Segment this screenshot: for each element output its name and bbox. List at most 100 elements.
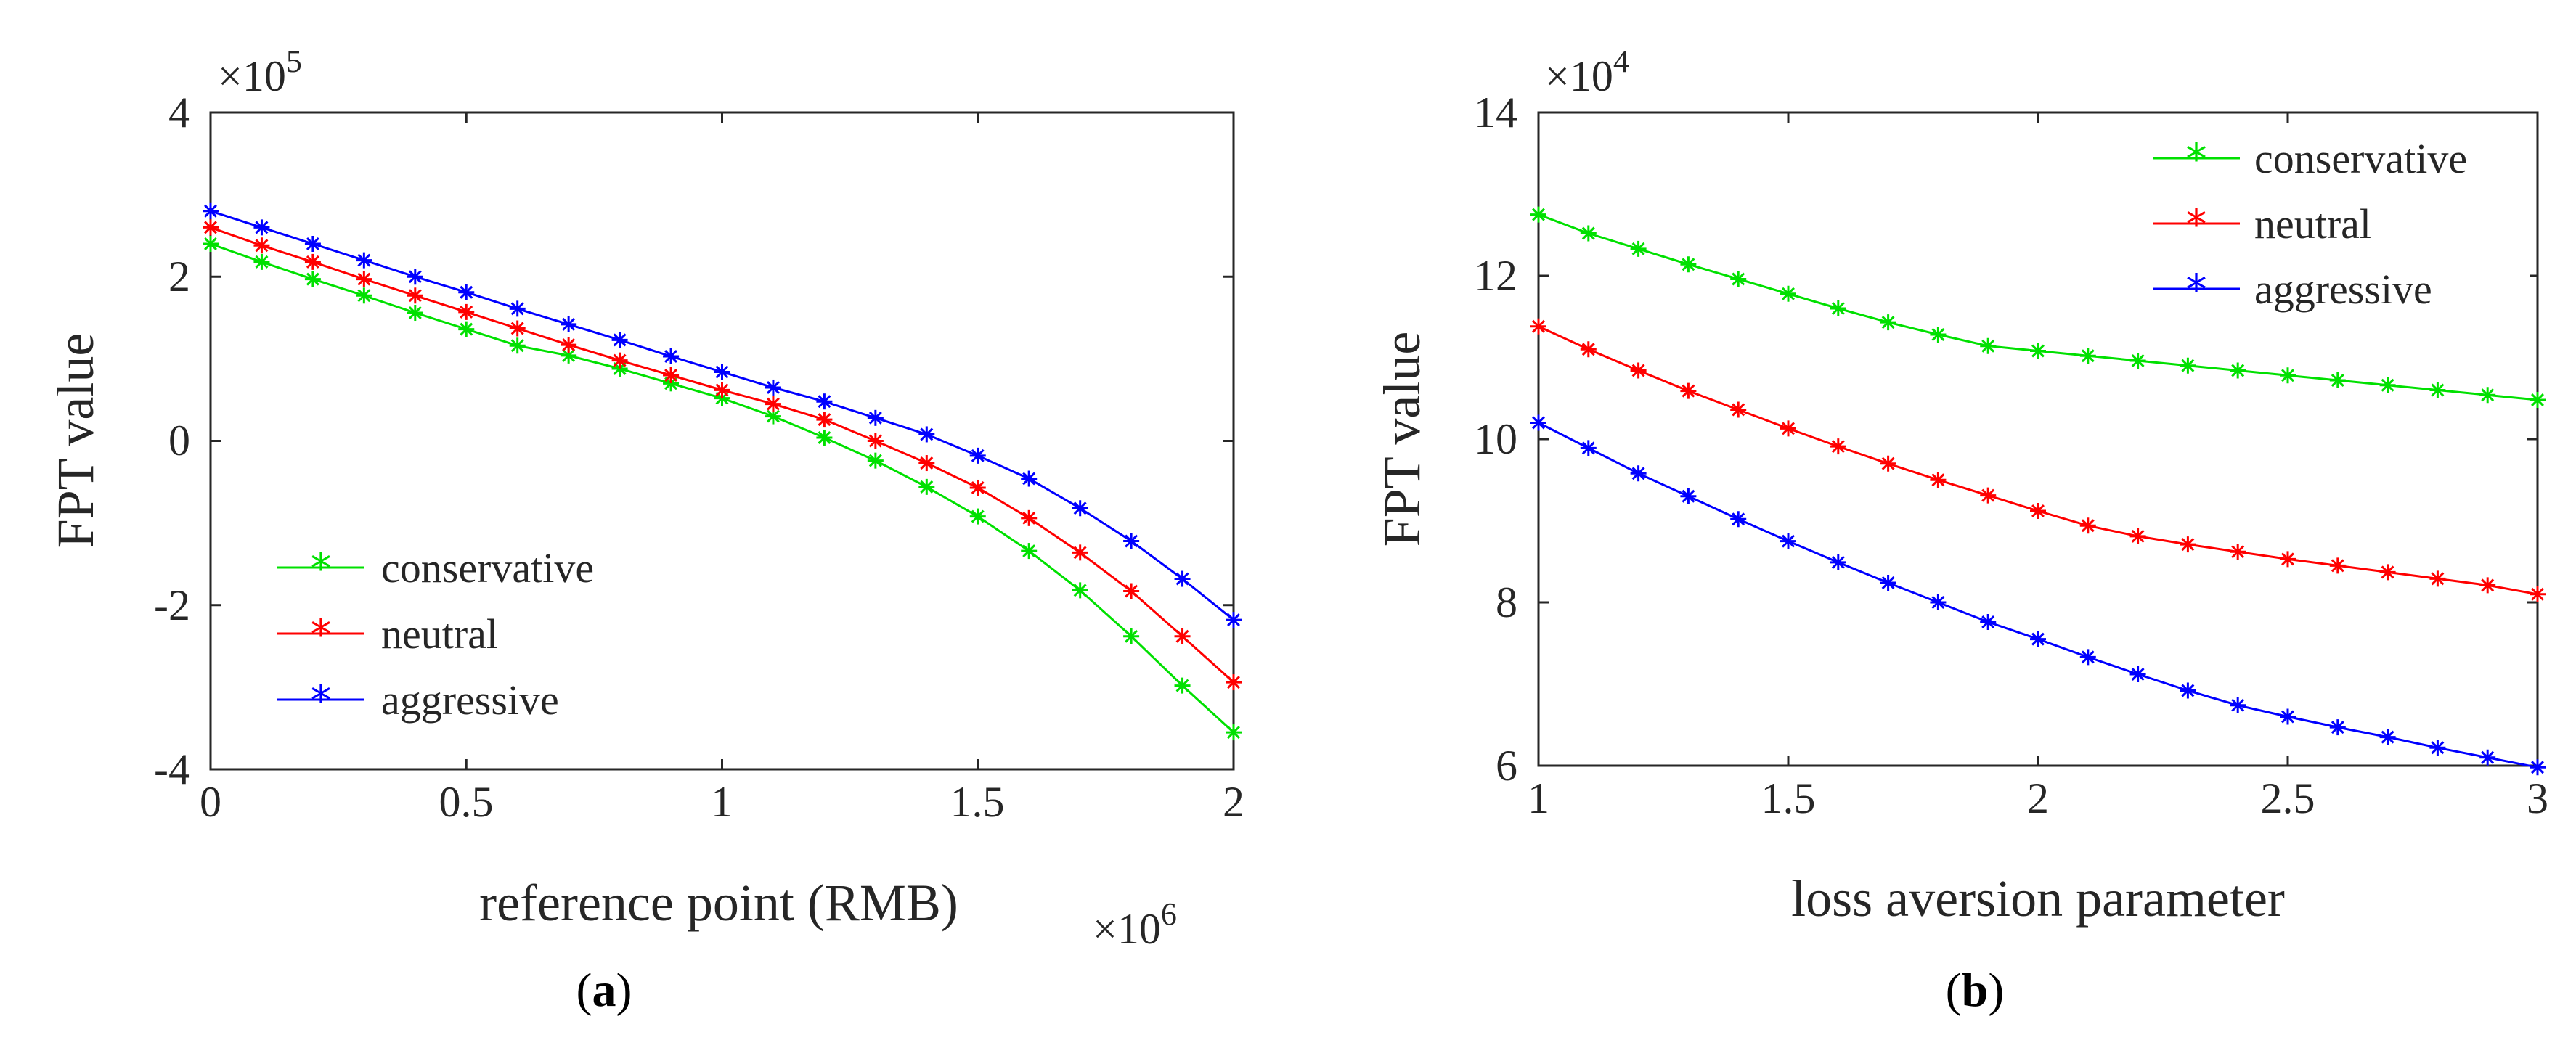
data-point-a-neutral-18 [1123,583,1140,599]
data-point-a-neutral-10 [714,382,730,398]
data-point-a-aggressive-20 [1226,612,1242,628]
data-point-b-conservative-6 [1830,300,1846,316]
data-point-b-aggressive-12 [2129,666,2146,682]
data-point-a-aggressive-3 [356,252,372,269]
y-exponent-b: 4 [1613,44,1629,79]
legend-marker-b-neutral: * [2186,200,2207,249]
data-point-a-aggressive-8 [611,332,628,348]
data-point-a-neutral-5 [458,303,475,320]
data-point-b-neutral-3 [1680,382,1697,399]
y-ticks-b: 6 8 10 12 14 [1474,89,1517,790]
legend-item-b-aggressive: * aggressive [2153,265,2432,314]
xtick-a-1: 0.5 [439,778,494,826]
data-point-a-aggressive-1 [253,219,270,236]
data-point-b-neutral-5 [1780,420,1796,437]
data-point-a-aggressive-0 [203,202,219,219]
data-point-b-conservative-5 [1780,285,1796,302]
data-point-a-conservative-6 [509,337,526,354]
legend-marker-a-aggressive: * [311,676,332,725]
data-point-a-conservative-0 [203,236,219,252]
ytick-a-1: -2 [154,581,190,629]
data-point-b-conservative-1 [1580,225,1597,242]
data-point-a-neutral-3 [356,271,372,287]
data-point-a-aggressive-6 [509,300,526,317]
legend-item-b-conservative: * conservative [2153,134,2467,184]
ytick-a-0: -4 [154,745,190,793]
legend-label-b-conservative: conservative [2254,135,2467,182]
legend-label-a-conservative: conservative [381,544,594,591]
y-axis-label-b: FPT value [1373,332,1431,547]
data-point-a-conservative-1 [253,253,270,270]
data-point-b-aggressive-5 [1780,533,1796,549]
legend-b: * conservative * neutral * aggressive [2145,125,2530,332]
ytick-a-3: 2 [168,253,190,300]
xtick-b-3: 2.5 [2261,774,2315,822]
legend-label-a-aggressive: aggressive [381,676,559,724]
data-point-b-neutral-12 [2129,528,2146,544]
ytick-b-3: 12 [1474,252,1517,300]
ytick-b-4: 14 [1474,89,1517,136]
data-point-b-conservative-19 [2479,387,2496,404]
data-point-a-neutral-9 [663,367,680,383]
data-point-b-conservative-2 [1630,240,1647,257]
data-point-b-conservative-11 [2079,348,2096,364]
data-point-b-neutral-15 [2280,551,2296,568]
y-exponent-a: 5 [286,44,302,79]
data-point-b-aggressive-13 [2180,682,2196,699]
data-point-a-aggressive-17 [1072,500,1088,517]
data-point-a-neutral-1 [253,237,270,254]
data-point-b-aggressive-9 [1980,614,1997,630]
data-point-a-conservative-11 [765,408,781,425]
data-point-b-conservative-10 [2030,343,2046,359]
data-point-b-neutral-4 [1730,401,1747,418]
data-point-b-conservative-14 [2230,362,2246,379]
caption-b: (b) [1946,964,2005,1017]
data-point-a-neutral-19 [1174,628,1191,644]
data-point-b-neutral-9 [1980,487,1997,504]
data-point-a-aggressive-12 [816,393,833,410]
data-point-b-aggressive-6 [1830,554,1846,570]
data-point-a-aggressive-9 [663,348,680,364]
xtick-a-2: 1 [711,778,733,826]
data-point-b-neutral-11 [2079,517,2096,534]
data-point-b-aggressive-2 [1630,465,1647,482]
data-point-a-neutral-11 [765,396,781,412]
data-point-b-neutral-6 [1830,438,1846,455]
ytick-a-2: 0 [168,417,190,464]
caption-a-letter: a [592,964,616,1017]
data-point-b-aggressive-19 [2479,749,2496,766]
data-point-b-aggressive-14 [2230,697,2246,713]
data-point-a-aggressive-10 [714,364,730,380]
y-multiplier-b: ×104 [1545,44,1629,100]
legend-item-b-neutral: * neutral [2153,200,2371,249]
data-point-b-aggressive-4 [1730,511,1747,528]
xtick-b-2: 2 [2027,774,2049,822]
xtick-a-4: 2 [1223,778,1244,826]
data-point-b-aggressive-17 [2379,729,2396,745]
data-point-a-neutral-16 [1021,509,1038,526]
data-point-a-neutral-12 [816,412,833,428]
data-point-a-neutral-17 [1072,544,1088,561]
data-point-b-aggressive-7 [1880,575,1896,591]
data-point-b-conservative-17 [2379,377,2396,393]
data-point-a-neutral-6 [509,320,526,337]
data-point-a-aggressive-15 [969,447,986,464]
data-point-b-conservative-20 [2530,392,2546,408]
data-point-b-aggressive-3 [1680,488,1697,504]
data-point-a-aggressive-7 [561,316,577,332]
x-axis-label-a: reference point (RMB) [479,874,958,932]
data-point-b-conservative-4 [1730,271,1747,287]
data-point-b-conservative-15 [2280,367,2296,384]
data-point-a-neutral-20 [1226,674,1242,691]
caption-b-letter: b [1962,964,1989,1017]
data-point-a-aggressive-19 [1174,570,1191,587]
data-point-a-neutral-2 [304,253,321,270]
data-point-a-aggressive-11 [765,379,781,396]
data-point-b-conservative-18 [2429,382,2446,398]
ytick-a-4: 4 [168,89,190,136]
data-point-b-conservative-0 [1530,206,1546,223]
data-point-b-neutral-17 [2379,564,2396,581]
data-point-a-neutral-7 [561,337,577,353]
data-point-a-conservative-3 [356,287,372,304]
